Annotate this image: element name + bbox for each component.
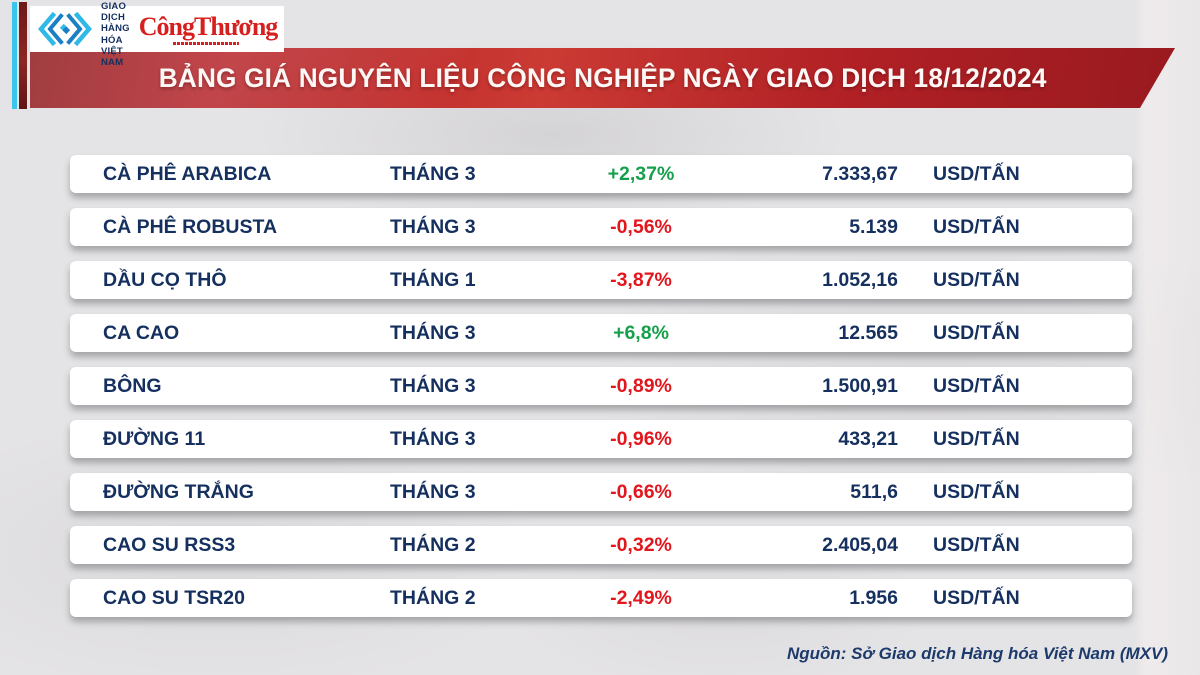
price-value: 511,6 [850,480,898,503]
price-unit: USD/TẤN [933,268,1020,291]
mxv-org-name: SỞ GIAO DỊCH HÀNG HÓA VIỆT NAM [101,0,130,68]
congthuong-logo: CôngThương [138,11,278,45]
table-row: CA CAO THÁNG 3 +6,8% 12.565 USD/TẤN [70,314,1132,352]
change-percent: -0,56% [610,215,672,238]
price-unit: USD/TẤN [933,586,1020,609]
congthuong-logo-text: CôngThương [138,11,278,41]
header-logo-box: SỞ GIAO DỊCH HÀNG HÓA VIỆT NAM CôngThươn… [30,0,284,68]
price-value: 1.500,91 [822,374,898,397]
commodity-name: CAO SU RSS3 [103,533,236,556]
change-percent: -2,49% [610,586,672,609]
price-unit: USD/TẤN [933,321,1020,344]
mxv-org-line-3: VIỆT NAM [101,45,124,69]
contract-month: THÁNG 3 [390,374,476,397]
page-title: BẢNG GIÁ NGUYÊN LIỆU CÔNG NGHIỆP NGÀY GI… [158,62,1047,93]
congthuong-tagline-decoration [172,41,239,45]
price-value: 12.565 [838,321,898,344]
price-value: 1.956 [849,586,898,609]
price-value: 5.139 [849,215,898,238]
contract-month: THÁNG 3 [390,480,476,503]
table-row: ĐƯỜNG TRẮNG THÁNG 3 -0,66% 511,6 USD/TẤN [70,473,1132,511]
commodity-name: ĐƯỜNG TRẮNG [103,480,254,503]
price-unit: USD/TẤN [933,427,1020,450]
commodity-name: CÀ PHÊ ROBUSTA [103,215,278,238]
price-value: 1.052,16 [822,268,898,291]
contract-month: THÁNG 2 [390,533,476,556]
change-percent: -0,89% [610,374,672,397]
commodity-name: ĐƯỜNG 11 [103,427,206,450]
contract-month: THÁNG 2 [390,586,476,609]
mxv-logo-icon [38,11,92,47]
mxv-org-line-1: SỞ GIAO DỊCH [101,0,127,24]
commodity-name: CA CAO [103,321,180,344]
table-row: DẦU CỌ THÔ THÁNG 1 -3,87% 1.052,16 USD/T… [70,261,1132,299]
contract-month: THÁNG 1 [390,268,476,291]
contract-month: THÁNG 3 [390,427,476,450]
commodity-name: DẦU CỌ THÔ [103,268,227,291]
table-row: CAO SU TSR20 THÁNG 2 -2,49% 1.956 USD/TẤ… [70,579,1132,617]
change-percent: -3,87% [610,268,672,291]
change-percent: +6,8% [613,321,669,344]
price-value: 433,21 [838,427,898,450]
change-percent: -0,96% [610,427,672,450]
table-row: CÀ PHÊ ROBUSTA THÁNG 3 -0,56% 5.139 USD/… [70,208,1132,246]
price-value: 2.405,04 [822,533,898,556]
price-unit: USD/TẤN [933,480,1020,503]
price-unit: USD/TẤN [933,533,1020,556]
commodity-name: BÔNG [103,374,162,397]
source-note: Nguồn: Sở Giao dịch Hàng hóa Việt Nam (M… [786,644,1168,663]
change-percent: -0,32% [610,533,672,556]
price-unit: USD/TẤN [933,215,1020,238]
commodity-name: CAO SU TSR20 [103,586,245,609]
price-table: CÀ PHÊ ARABICA THÁNG 3 +2,37% 7.333,67 U… [70,155,1132,632]
price-value: 7.333,67 [822,162,898,185]
table-row: BÔNG THÁNG 3 -0,89% 1.500,91 USD/TẤN [70,367,1132,405]
left-accent-bar-maroon [19,2,27,109]
mxv-org-line-2: HÀNG HÓA [101,23,130,46]
contract-month: THÁNG 3 [390,321,476,344]
commodity-name: CÀ PHÊ ARABICA [103,162,272,185]
table-row: ĐƯỜNG 11 THÁNG 3 -0,96% 433,21 USD/TẤN [70,420,1132,458]
price-unit: USD/TẤN [933,374,1020,397]
contract-month: THÁNG 3 [390,215,476,238]
title-banner: BẢNG GIÁ NGUYÊN LIỆU CÔNG NGHIỆP NGÀY GI… [30,48,1175,108]
change-percent: -0,66% [610,480,672,503]
table-row: CAO SU RSS3 THÁNG 2 -0,32% 2.405,04 USD/… [70,526,1132,564]
table-row: CÀ PHÊ ARABICA THÁNG 3 +2,37% 7.333,67 U… [70,155,1132,193]
contract-month: THÁNG 3 [390,162,476,185]
price-unit: USD/TẤN [933,162,1020,185]
change-percent: +2,37% [607,162,675,185]
left-accent-bar-cyan [12,2,17,109]
